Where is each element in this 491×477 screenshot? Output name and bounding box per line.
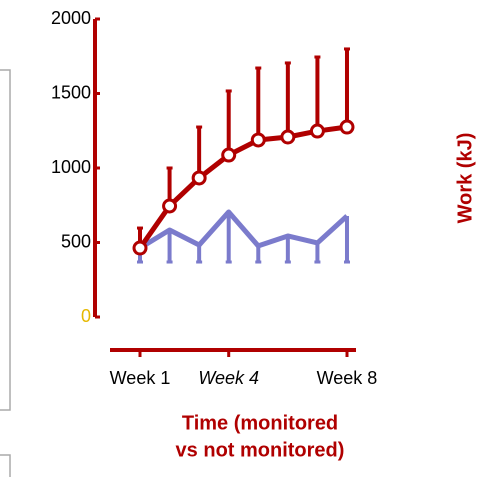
panel-edge bbox=[0, 69, 11, 411]
marker bbox=[339, 119, 355, 135]
x-tick-label: Week 1 bbox=[110, 368, 171, 388]
marker bbox=[132, 240, 148, 256]
panel-edge bbox=[0, 454, 11, 477]
x-axis-label: Time (monitored bbox=[182, 412, 338, 434]
marker bbox=[191, 170, 207, 186]
marker bbox=[309, 123, 325, 139]
y-tick-label: 1500 bbox=[51, 82, 91, 102]
y-tick-label: 500 bbox=[61, 231, 91, 251]
x-tick-label: Week 4 bbox=[198, 368, 259, 388]
series-line bbox=[138, 209, 349, 251]
marker bbox=[162, 198, 178, 214]
x-tick-label: Week 8 bbox=[317, 368, 378, 388]
y-axis-label: Work (kJ) bbox=[454, 133, 476, 224]
x-axis-label: vs not monitored) bbox=[176, 439, 345, 461]
y-tick-label: 1000 bbox=[51, 157, 91, 177]
y-tick-label: 0 bbox=[81, 306, 91, 326]
marker bbox=[221, 147, 237, 163]
y-tick-label: 2000 bbox=[51, 8, 91, 28]
marker bbox=[280, 129, 296, 145]
marker bbox=[250, 132, 266, 148]
